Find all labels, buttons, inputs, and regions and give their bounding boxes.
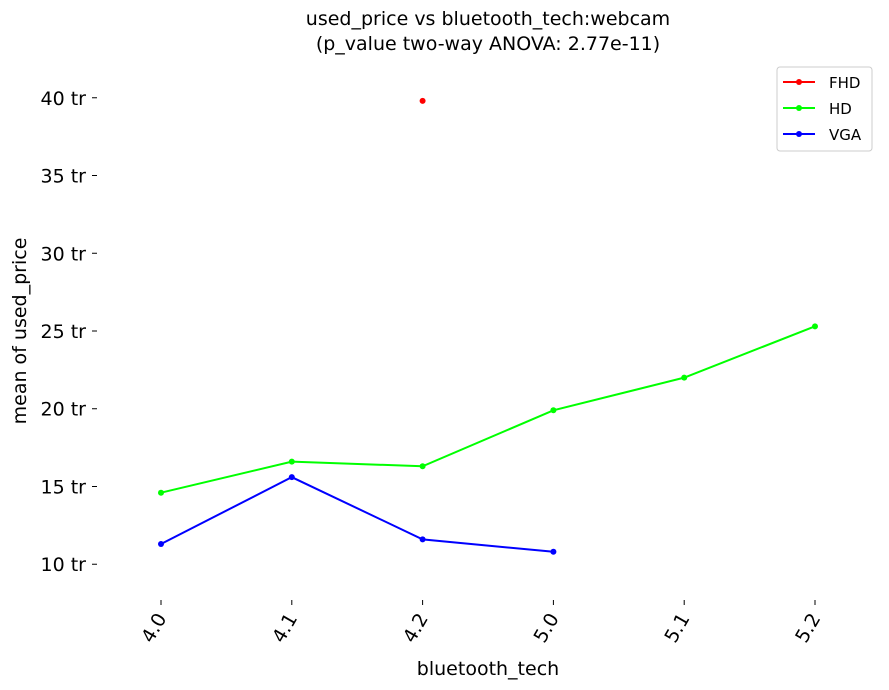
legend-item-fhd: FHD bbox=[783, 74, 860, 92]
series-vga bbox=[158, 474, 557, 555]
series-hd bbox=[158, 323, 818, 496]
y-tick-label: 20 tr bbox=[41, 399, 87, 421]
data-point bbox=[812, 323, 818, 330]
series-line bbox=[160, 325, 816, 494]
plot-area bbox=[158, 97, 818, 555]
legend-label: VGA bbox=[829, 126, 862, 144]
legend-label: HD bbox=[829, 100, 852, 118]
data-point bbox=[158, 541, 164, 548]
legend-marker bbox=[796, 79, 802, 85]
y-tick-label: 25 tr bbox=[41, 321, 87, 343]
chart-subtitle: (p_value two-way ANOVA: 2.77e-11) bbox=[316, 33, 660, 55]
legend-item-vga: VGA bbox=[783, 126, 862, 144]
y-axis-label: mean of used_price bbox=[9, 238, 31, 425]
x-tick-label: 4.0 bbox=[137, 610, 171, 647]
data-point bbox=[550, 548, 557, 555]
x-tick-label: 5.0 bbox=[530, 610, 564, 647]
series-fhd bbox=[419, 97, 426, 104]
data-point bbox=[550, 407, 557, 414]
x-tick-label: 5.1 bbox=[660, 610, 694, 647]
y-tick-label: 30 tr bbox=[41, 243, 87, 265]
legend-marker bbox=[796, 105, 802, 111]
y-tick-label: 15 tr bbox=[41, 476, 87, 498]
x-tick-label: 5.2 bbox=[791, 610, 825, 647]
legend-marker bbox=[796, 131, 802, 137]
y-axis: 10 tr 15 tr 20 tr 25 tr 30 tr 35 tr 40 tr bbox=[41, 88, 97, 576]
y-tick-label: 10 tr bbox=[41, 554, 87, 576]
data-point bbox=[288, 458, 295, 465]
data-point bbox=[158, 489, 164, 496]
chart-title: used_price vs bluetooth_tech:webcam bbox=[306, 8, 670, 30]
data-point bbox=[419, 463, 426, 470]
legend: FHD HD VGA bbox=[776, 66, 873, 152]
y-tick-label: 35 tr bbox=[41, 166, 87, 188]
x-axis-label: bluetooth_tech bbox=[417, 658, 559, 680]
x-tick-label: 4.1 bbox=[268, 610, 302, 647]
series-line bbox=[160, 476, 554, 553]
data-point bbox=[419, 97, 426, 104]
x-tick-label: 4.2 bbox=[399, 610, 433, 647]
data-point bbox=[681, 374, 688, 381]
y-tick-label: 40 tr bbox=[41, 88, 87, 110]
legend-box bbox=[776, 66, 873, 152]
x-axis: 4.0 4.1 4.2 5.0 5.1 5.2 bbox=[137, 600, 825, 647]
legend-item-hd: HD bbox=[783, 100, 852, 118]
data-point bbox=[288, 474, 295, 481]
data-point bbox=[419, 536, 426, 543]
legend-label: FHD bbox=[829, 74, 860, 92]
